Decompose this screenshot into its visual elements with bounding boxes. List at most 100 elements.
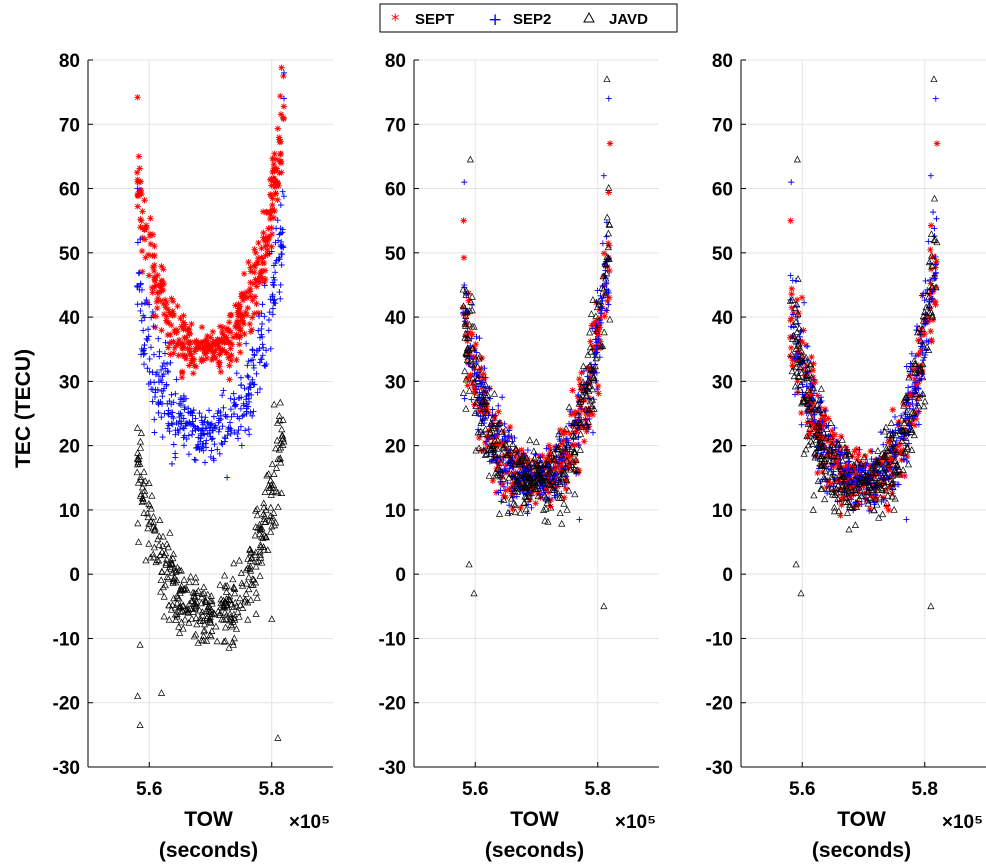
point-sep2 [177, 410, 184, 417]
point-sep2 [269, 305, 276, 312]
point-sept [931, 272, 939, 279]
point-javd [208, 627, 216, 634]
point-sep2 [250, 362, 257, 369]
point-javd [149, 512, 158, 520]
point-javd [604, 229, 613, 237]
point-sep2 [204, 419, 211, 426]
point-sep2 [461, 282, 468, 289]
point-javd [462, 349, 470, 356]
point-sept [205, 340, 212, 348]
point-sept [918, 325, 925, 333]
point-javd [258, 532, 266, 540]
point-javd [244, 615, 252, 623]
point-sep2 [189, 418, 196, 425]
point-sept [136, 165, 143, 172]
point-sep2 [199, 443, 206, 450]
point-sept [887, 436, 894, 443]
point-sep2 [811, 418, 818, 425]
point-sep2 [909, 400, 916, 407]
point-javd [864, 488, 872, 495]
point-sep2 [912, 353, 919, 360]
point-sept [262, 237, 269, 244]
point-sep2 [270, 274, 277, 281]
point-sep2 [212, 424, 219, 431]
point-sept [855, 501, 862, 508]
point-javd [603, 75, 611, 83]
point-javd [815, 426, 823, 433]
point-sept [573, 425, 581, 432]
point-javd [473, 375, 481, 382]
point-javd [524, 489, 532, 497]
point-javd [217, 595, 225, 603]
point-sep2 [227, 419, 234, 426]
point-sept [589, 411, 597, 418]
point-javd [175, 622, 183, 630]
point-sep2 [165, 369, 172, 376]
point-sept [172, 326, 180, 333]
point-javd [188, 614, 196, 622]
point-sept [593, 317, 600, 324]
point-sept [506, 434, 513, 441]
y-tick-label: 60 [59, 180, 80, 201]
point-sept [251, 269, 258, 276]
y-tick-label: 20 [712, 437, 733, 458]
point-javd [915, 366, 923, 373]
point-sep2 [476, 335, 483, 342]
point-sep2 [216, 450, 223, 457]
point-javd [207, 606, 215, 613]
point-javd [925, 258, 933, 266]
point-javd [508, 485, 516, 492]
point-javd [841, 469, 849, 477]
point-sep2 [220, 387, 227, 394]
point-sept [260, 229, 267, 237]
point-sept [251, 261, 258, 269]
point-javd [851, 475, 859, 483]
point-javd [494, 436, 502, 444]
point-javd [821, 457, 829, 464]
point-javd [918, 325, 927, 332]
point-sept [277, 111, 285, 118]
point-sept [251, 263, 259, 271]
point-sep2 [162, 365, 169, 372]
point-sept [234, 321, 242, 329]
point-sept [138, 217, 145, 224]
point-javd [930, 194, 939, 202]
point-javd [138, 483, 147, 491]
point-sept [793, 296, 801, 304]
point-javd [480, 413, 489, 421]
point-sept [248, 326, 255, 333]
point-sept [135, 179, 143, 186]
point-javd [817, 485, 825, 492]
point-sep2 [249, 412, 256, 419]
point-javd [568, 443, 576, 450]
point-sept [261, 278, 268, 286]
point-sept [927, 246, 934, 253]
point-sep2 [225, 426, 232, 433]
y-tick-label: 10 [59, 501, 80, 522]
point-sept [847, 483, 854, 491]
point-sept [512, 469, 519, 476]
point-sep2 [211, 422, 218, 429]
point-sept [825, 415, 832, 422]
point-sept [254, 259, 262, 267]
point-javd [136, 721, 144, 728]
point-sep2 [134, 185, 141, 192]
point-sep2 [575, 442, 582, 449]
point-sept [192, 345, 199, 352]
point-sept [186, 362, 193, 369]
point-javd [577, 423, 585, 430]
point-javd [269, 484, 277, 492]
point-sep2 [155, 401, 162, 408]
point-sept [265, 225, 272, 232]
point-javd [242, 565, 250, 573]
point-sept [162, 296, 169, 304]
point-sep2 [901, 456, 908, 463]
point-sept [502, 494, 509, 501]
point-sept [271, 183, 279, 191]
point-sept [927, 280, 934, 287]
point-sept [847, 493, 854, 500]
point-javd [842, 489, 850, 497]
point-sept [207, 334, 214, 341]
point-sept [269, 195, 276, 202]
